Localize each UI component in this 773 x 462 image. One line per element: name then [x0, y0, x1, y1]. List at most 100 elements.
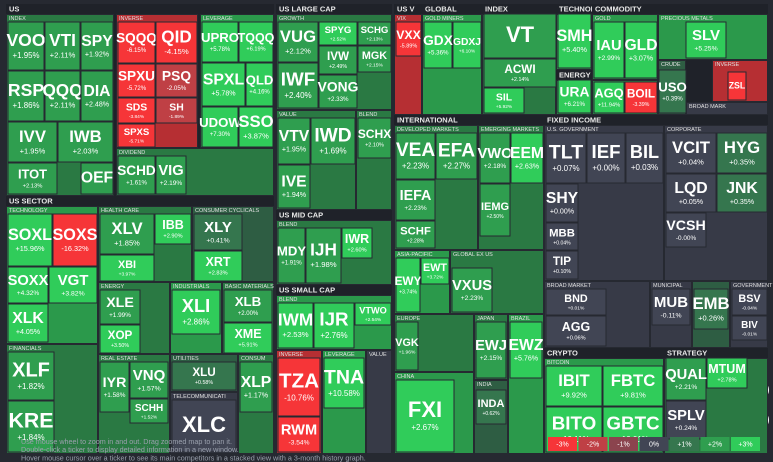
tile[interactable] [693, 288, 729, 330]
tile[interactable] [7, 213, 53, 267]
tile[interactable] [277, 416, 321, 453]
tile[interactable] [129, 361, 169, 399]
tile[interactable] [665, 357, 707, 401]
tile[interactable] [129, 398, 169, 424]
tile[interactable] [155, 21, 198, 64]
tile[interactable] [171, 289, 221, 335]
tile[interactable] [99, 324, 141, 354]
tile[interactable] [117, 155, 156, 195]
tile[interactable] [545, 288, 607, 316]
tile[interactable] [395, 321, 419, 371]
tile[interactable] [80, 70, 114, 122]
tile[interactable] [99, 254, 155, 282]
tile[interactable] [80, 162, 114, 195]
tile[interactable] [57, 121, 114, 163]
tile[interactable] [117, 63, 156, 98]
tile[interactable] [7, 266, 49, 304]
tile[interactable] [277, 227, 306, 284]
tile[interactable] [624, 81, 658, 114]
tile[interactable] [395, 220, 436, 249]
tile[interactable] [7, 70, 45, 122]
tile[interactable] [665, 132, 717, 174]
tile[interactable] [545, 183, 579, 223]
tile[interactable] [727, 71, 747, 101]
tile[interactable] [245, 62, 274, 107]
tile[interactable] [354, 302, 392, 326]
tile[interactable] [475, 389, 507, 425]
tile[interactable] [201, 62, 246, 107]
tile[interactable] [624, 21, 658, 79]
tile[interactable] [223, 322, 273, 354]
tile[interactable] [277, 164, 311, 209]
tile[interactable] [310, 117, 356, 165]
tile[interactable] [557, 13, 592, 69]
tile[interactable] [557, 79, 592, 114]
tile[interactable] [171, 399, 237, 453]
tile[interactable] [117, 97, 156, 124]
tile[interactable] [99, 213, 155, 255]
tile[interactable] [658, 69, 687, 114]
tile[interactable] [545, 365, 603, 407]
tile[interactable] [395, 179, 436, 221]
tile[interactable] [602, 365, 664, 407]
tile[interactable] [239, 361, 273, 413]
tile[interactable] [277, 117, 311, 165]
tile[interactable] [313, 302, 355, 349]
tile[interactable] [323, 357, 365, 409]
tile[interactable] [731, 315, 768, 341]
tile[interactable] [277, 62, 319, 109]
tile[interactable] [510, 132, 544, 184]
tile[interactable] [395, 132, 436, 180]
tile[interactable] [99, 361, 130, 413]
tile[interactable] [305, 227, 342, 284]
tile[interactable] [586, 132, 626, 184]
tile[interactable] [154, 213, 192, 245]
tile[interactable] [341, 227, 373, 259]
tile[interactable] [475, 321, 507, 379]
tile[interactable] [7, 21, 45, 71]
tile[interactable] [277, 302, 314, 349]
tile[interactable] [171, 361, 237, 391]
tile[interactable] [479, 132, 511, 184]
tile[interactable] [593, 81, 625, 114]
tile[interactable] [483, 87, 525, 114]
tile[interactable] [48, 266, 98, 304]
tile[interactable] [238, 106, 274, 148]
tile[interactable] [706, 357, 748, 389]
tile[interactable] [731, 288, 768, 316]
tile[interactable] [665, 173, 717, 213]
tile[interactable] [201, 106, 239, 148]
tile[interactable] [716, 132, 768, 174]
tile[interactable] [545, 132, 587, 184]
tile[interactable] [545, 315, 607, 347]
tile[interactable] [99, 289, 141, 325]
tile[interactable] [7, 400, 55, 453]
tile[interactable] [357, 117, 392, 159]
tile[interactable] [80, 21, 114, 71]
tile[interactable] [665, 212, 707, 248]
tile[interactable] [483, 13, 557, 59]
tile[interactable] [357, 21, 392, 46]
tile[interactable] [193, 250, 243, 282]
tile[interactable] [479, 183, 511, 237]
tile[interactable] [395, 257, 421, 313]
tile[interactable] [155, 155, 187, 195]
tile[interactable] [44, 70, 81, 122]
tile[interactable] [7, 121, 58, 163]
tile[interactable] [545, 250, 579, 280]
tile[interactable] [223, 289, 273, 323]
tile[interactable] [451, 267, 493, 313]
tile[interactable] [238, 21, 274, 63]
tile[interactable] [452, 21, 482, 69]
tile[interactable] [420, 257, 450, 285]
tile[interactable] [357, 45, 392, 73]
tile[interactable] [117, 123, 156, 148]
tile[interactable] [685, 21, 727, 59]
tile[interactable] [318, 21, 358, 46]
tile[interactable] [201, 21, 239, 63]
tile[interactable] [509, 321, 543, 379]
tile[interactable] [318, 45, 358, 75]
tile[interactable] [665, 400, 707, 440]
tile[interactable] [395, 21, 422, 57]
tile[interactable] [545, 222, 579, 251]
